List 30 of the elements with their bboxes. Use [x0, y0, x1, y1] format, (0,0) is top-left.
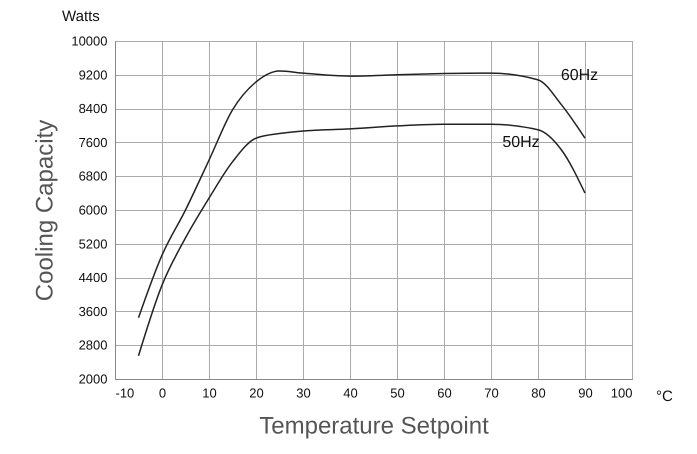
x-tick-label: 40	[343, 386, 358, 400]
y-tick-label: 10000	[71, 34, 108, 48]
y-tick-label: 9200	[78, 67, 108, 82]
y-tick-label: 3600	[78, 304, 108, 319]
line-series	[138, 123, 586, 357]
x-tick-label: 50	[390, 386, 405, 400]
x-axis-title: Temperature Setpoint	[259, 412, 490, 440]
x-tick-label: 10	[202, 386, 217, 400]
series-label: 60Hz	[560, 66, 598, 84]
y-tick-label: 7600	[78, 134, 108, 150]
x-tick-label: 30	[296, 386, 311, 400]
x-tick-label: -10	[116, 386, 134, 400]
x-tick-label: 80	[531, 386, 546, 400]
y-tick-label: 6800	[78, 168, 108, 184]
y-tick-label: 2800	[78, 338, 108, 353]
y-tick-label: 4400	[78, 270, 108, 286]
y-tick-label: 6000	[78, 202, 108, 218]
x-tick-label: 20	[249, 386, 264, 400]
x-tick-label: 60	[437, 386, 452, 400]
x-tick-label: 90	[578, 386, 593, 400]
x-tick-label: 70	[484, 386, 499, 400]
text: Watts	[62, 8, 100, 25]
x-tick-label: 100	[610, 386, 632, 400]
text: °C	[656, 388, 673, 405]
y-axis-title: Cooling Capacity	[31, 120, 58, 302]
y-tick-label: 5200	[78, 236, 108, 252]
y-tick-label: 8400	[78, 101, 108, 116]
y-tick-label: 2000	[78, 372, 108, 386]
x-tick-label: 0	[158, 386, 166, 400]
series-label: 50Hz	[502, 134, 540, 152]
